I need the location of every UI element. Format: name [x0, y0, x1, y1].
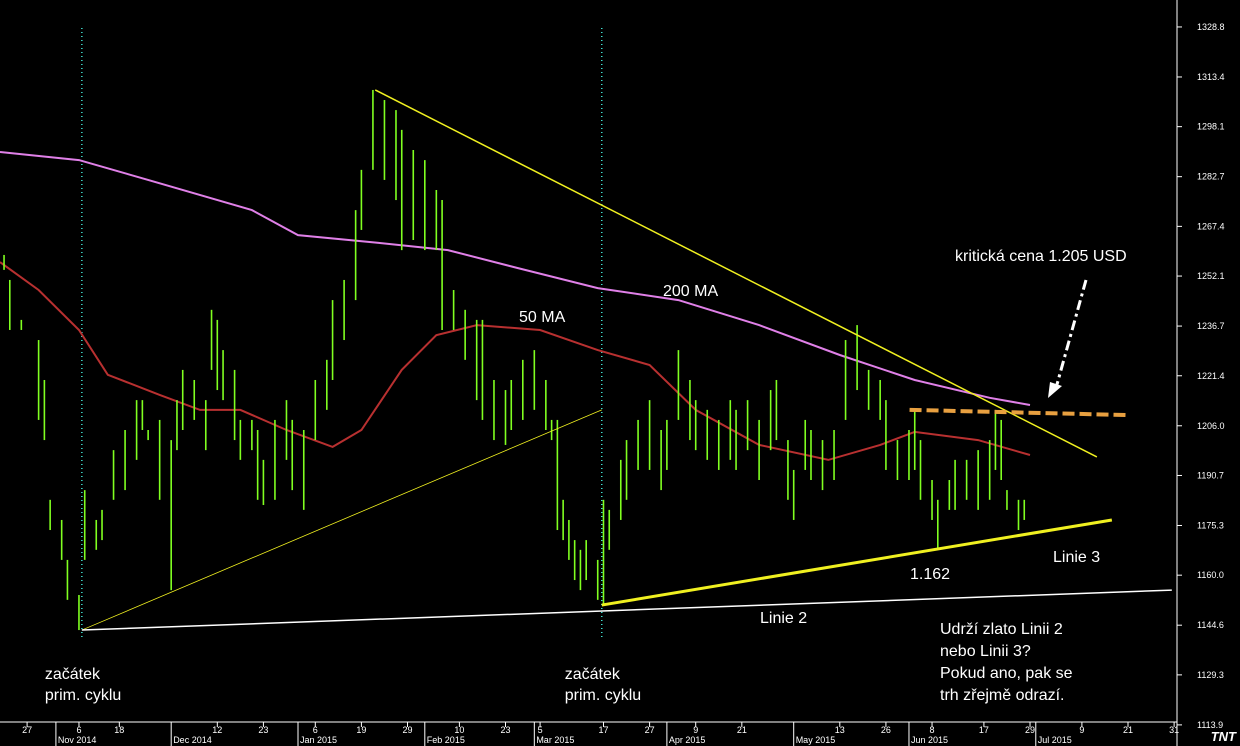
ma-label: 50 MA: [519, 309, 566, 326]
x-tick-label: 6: [313, 725, 318, 735]
trend-line: [601, 518, 1113, 607]
month-label: Jul 2015: [1038, 735, 1072, 745]
x-tick-label: 17: [979, 725, 989, 735]
plot: začátek prim. cyklu začátek prim. cyklu: [0, 28, 1172, 704]
y-tick-label: 1313.4: [1197, 72, 1225, 82]
annotation: Linie 3: [1053, 549, 1100, 566]
trend-line: [81, 409, 602, 631]
x-tick-label: 21: [737, 725, 747, 735]
trend-line: [374, 89, 1098, 458]
arrow: [1054, 279, 1088, 389]
x-tick-label: 31: [1169, 725, 1179, 735]
x-tick-label: 8: [930, 725, 935, 735]
ma-label: 200 MA: [663, 283, 718, 300]
axes: 1328.8 1313.4 1298.1 1282.7 1267.4 1252.1 1236…: [22, 22, 1225, 746]
x-axis-area: [0, 722, 1177, 746]
annotation: nebo Linii 3?: [940, 643, 1031, 660]
annotation: kritická cena 1.205 USD: [955, 248, 1127, 265]
y-tick-label: 1267.4: [1197, 221, 1225, 231]
annotation: Linie 2: [760, 610, 807, 627]
ma-line: [0, 151, 1031, 406]
x-tick-label: 9: [1079, 725, 1084, 735]
month-label: Feb 2015: [427, 735, 465, 745]
month-label: Jan 2015: [300, 735, 337, 745]
x-tick-label: 29: [403, 725, 413, 735]
cycle-label: začátek: [45, 666, 101, 683]
y-tick-label: 1298.1: [1197, 122, 1225, 132]
x-tick-label: 19: [356, 725, 366, 735]
month-label: Jun 2015: [911, 735, 948, 745]
y-tick-label: 1328.8: [1197, 22, 1225, 32]
x-tick-label: 5: [538, 725, 543, 735]
x-tick-label: 27: [22, 725, 32, 735]
arrow-head: [1048, 382, 1062, 398]
trend-line: [81, 589, 1172, 631]
cycle-label: začátek: [565, 666, 621, 683]
annotation: trh zřejmě odrazí.: [940, 687, 1064, 704]
x-tick-label: 26: [881, 725, 891, 735]
annotation: 1.162: [910, 566, 950, 583]
logo: TNT: [1211, 729, 1237, 744]
cycle-label: prim. cyklu: [45, 687, 121, 704]
y-tick-label: 1221.4: [1197, 371, 1225, 381]
x-tick-label: 6: [76, 725, 81, 735]
month-label: May 2015: [796, 735, 836, 745]
x-tick-label: 10: [454, 725, 464, 735]
annotation: Udrží zlato Linii 2: [940, 621, 1063, 638]
annotation: Pokud ano, pak se: [940, 665, 1073, 682]
y-tick-label: 1113.9: [1197, 720, 1223, 730]
y-tick-label: 1236.7: [1197, 321, 1225, 331]
x-tick-label: 9: [693, 725, 698, 735]
cycle-label: prim. cyklu: [565, 687, 641, 704]
month-label: Apr 2015: [669, 735, 706, 745]
x-tick-label: 21: [1123, 725, 1133, 735]
x-tick-label: 23: [258, 725, 268, 735]
y-tick-label: 1190.7: [1197, 470, 1224, 480]
y-tick-label: 1160.0: [1197, 570, 1224, 580]
y-tick-label: 1282.7: [1197, 172, 1225, 182]
x-tick-label: 23: [500, 725, 510, 735]
trend-line: [909, 407, 1127, 418]
x-tick-label: 18: [114, 725, 124, 735]
x-tick-label: 29: [1025, 725, 1035, 735]
y-axis-area: [1177, 0, 1240, 746]
x-tick-label: 12: [212, 725, 222, 735]
x-tick-label: 13: [835, 725, 845, 735]
month-label: Dec 2014: [173, 735, 212, 745]
x-tick-label: 17: [598, 725, 608, 735]
y-tick-label: 1175.3: [1197, 520, 1224, 530]
y-tick-label: 1252.1: [1197, 271, 1225, 281]
month-label: Nov 2014: [58, 735, 97, 745]
x-tick-label: 27: [645, 725, 655, 735]
ma-line: [0, 261, 1031, 461]
y-tick-label: 1129.3: [1197, 670, 1224, 680]
month-label: Mar 2015: [536, 735, 574, 745]
y-tick-label: 1144.6: [1197, 620, 1224, 630]
y-tick-label: 1206.0: [1197, 421, 1225, 431]
